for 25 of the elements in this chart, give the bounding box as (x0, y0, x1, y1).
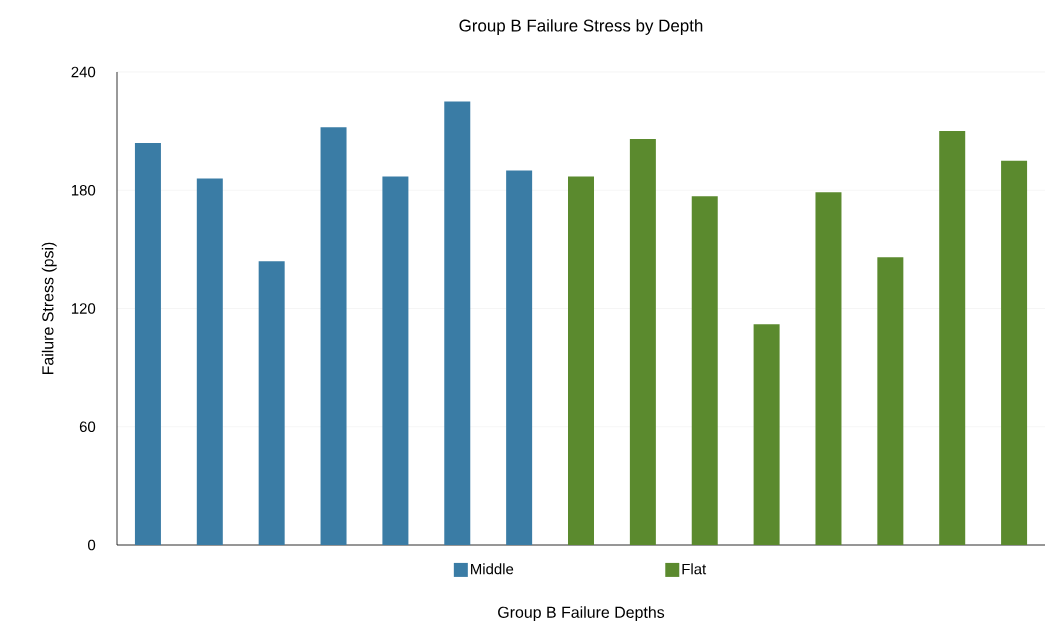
y-tick-label: 240 (71, 66, 96, 78)
bar (568, 176, 594, 545)
x-axis-title: Group B Failure Depths (498, 606, 665, 622)
chart-title: Group B Failure Stress by Depth (459, 19, 703, 35)
bar (320, 127, 347, 545)
bar (1001, 160, 1028, 545)
legend-label: Middle (471, 563, 514, 575)
bar (196, 178, 223, 545)
bar (815, 192, 842, 545)
legend-label: Flat (682, 563, 707, 575)
bar (877, 257, 904, 545)
bar (134, 142, 161, 545)
bar (691, 196, 718, 545)
y-axis-title: Failure Stress (psi) (41, 242, 57, 375)
bar (629, 139, 656, 545)
bar (939, 131, 966, 545)
bar (506, 170, 533, 545)
y-tick-label: 120 (71, 303, 96, 314)
y-tick-label: 0 (88, 539, 96, 551)
bar (444, 101, 471, 545)
bar (258, 261, 285, 545)
y-tick-label: 60 (79, 421, 96, 433)
bar (753, 324, 780, 545)
y-tick-label: 180 (71, 184, 96, 196)
bar (382, 176, 409, 545)
